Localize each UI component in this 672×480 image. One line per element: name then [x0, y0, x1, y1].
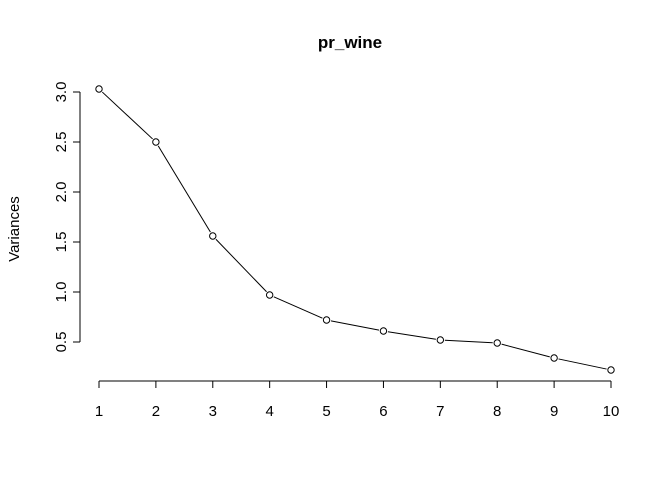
x-axis: 1 2 3 4 5 6 7 8 9 10 — [95, 380, 620, 420]
data-point — [152, 138, 160, 146]
y-tick-label: 2.5 — [53, 132, 70, 153]
x-tick-label: 1 — [95, 403, 103, 420]
series-line-segment — [157, 145, 211, 233]
data-point — [265, 291, 274, 299]
data-point — [436, 336, 445, 344]
y-axis: 0.5 1.0 1.5 2.0 2.5 3.0 — [53, 82, 81, 353]
y-tick-label: 1.0 — [53, 282, 70, 303]
series-line-segment — [558, 358, 607, 370]
y-tick-label: 0.5 — [53, 332, 70, 353]
y-tick-label: 2.0 — [53, 182, 70, 203]
x-tick-label: 6 — [379, 403, 387, 420]
x-tick-label: 7 — [436, 403, 444, 420]
x-tick-label: 5 — [322, 403, 330, 420]
x-tick-label: 4 — [265, 403, 273, 420]
chart-title: pr_wine — [318, 33, 382, 52]
x-tick-label: 2 — [152, 403, 160, 420]
x-tick-label: 9 — [550, 403, 558, 420]
series-line-segment — [330, 320, 380, 331]
series-line-segment — [215, 238, 267, 293]
series-line-segment — [444, 339, 493, 344]
series-layer — [95, 85, 615, 374]
series-line-segment — [101, 91, 153, 140]
series-line-segment — [501, 343, 550, 358]
y-tick-label: 1.5 — [53, 232, 70, 253]
x-tick-label: 10 — [603, 403, 620, 420]
x-tick-label: 8 — [493, 403, 501, 420]
data-point — [493, 339, 501, 347]
data-point — [379, 327, 388, 335]
data-point — [607, 366, 615, 374]
series-line-segment — [387, 331, 436, 340]
data-point — [322, 316, 331, 324]
series-line-segment — [273, 296, 323, 319]
y-tick-label: 3.0 — [53, 82, 70, 103]
y-axis-label: Variances — [6, 196, 23, 262]
data-point — [95, 85, 103, 93]
data-point — [550, 354, 558, 362]
x-tick-label: 3 — [209, 403, 217, 420]
data-point — [209, 232, 217, 240]
